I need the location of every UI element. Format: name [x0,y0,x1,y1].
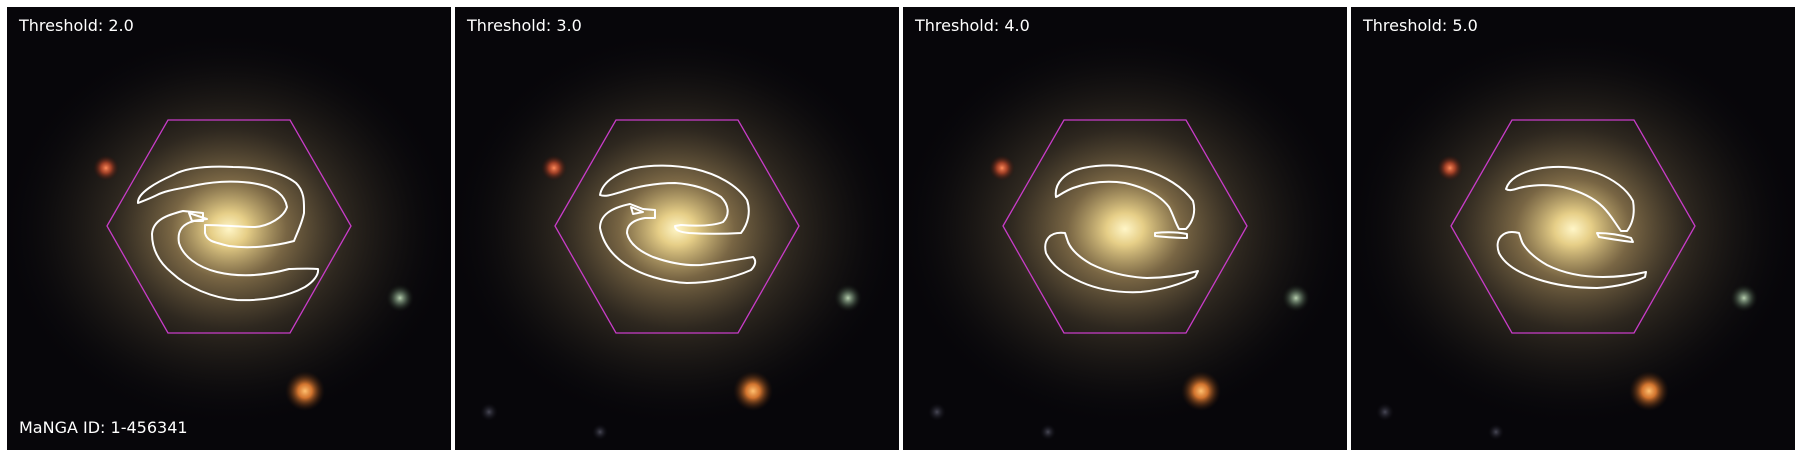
threshold-label: Threshold: 4.0 [915,16,1030,35]
green-star [834,284,862,312]
green-star [1282,284,1310,312]
panel-threshold-5: Threshold: 5.0 [1351,7,1795,450]
manga-id-label: MaNGA ID: 1-456341 [19,418,188,437]
galaxy-image [903,7,1347,450]
arm-contour [1044,164,1199,294]
orange-star [1181,371,1221,411]
red-star [1437,155,1463,181]
faint-star [1376,403,1394,421]
galaxy-image [455,7,899,450]
threshold-label: Threshold: 5.0 [1363,16,1478,35]
ifu-hexagon [1002,119,1248,334]
galaxy-image [7,7,451,450]
panel-threshold-3: Threshold: 3.0 [455,7,899,450]
panel-threshold-2: Threshold: 2.0 MaNGA ID: 1-456341 [7,7,451,450]
threshold-label: Threshold: 2.0 [19,16,134,35]
ifu-hexagon [1450,119,1696,334]
orange-star [285,371,325,411]
galaxy-glow [7,29,451,429]
faint-star [480,403,498,421]
faint-star [928,403,946,421]
ifu-hexagon [554,119,800,334]
red-star [989,155,1015,181]
galaxy-image [1351,7,1795,450]
faint-star [592,424,608,440]
galaxy-glow [1351,29,1795,429]
green-star [386,284,414,312]
galaxy-glow [903,29,1347,429]
faint-star [1488,424,1504,440]
arm-contour [599,164,757,284]
red-star [93,155,119,181]
faint-star [1040,424,1056,440]
arm-contour [137,165,320,302]
ifu-hexagon [106,119,352,334]
red-star [541,155,567,181]
orange-star [733,371,773,411]
threshold-label: Threshold: 3.0 [467,16,582,35]
arm-contour [1496,165,1647,289]
panel-threshold-4: Threshold: 4.0 [903,7,1347,450]
orange-star [1629,371,1669,411]
green-star [1730,284,1758,312]
